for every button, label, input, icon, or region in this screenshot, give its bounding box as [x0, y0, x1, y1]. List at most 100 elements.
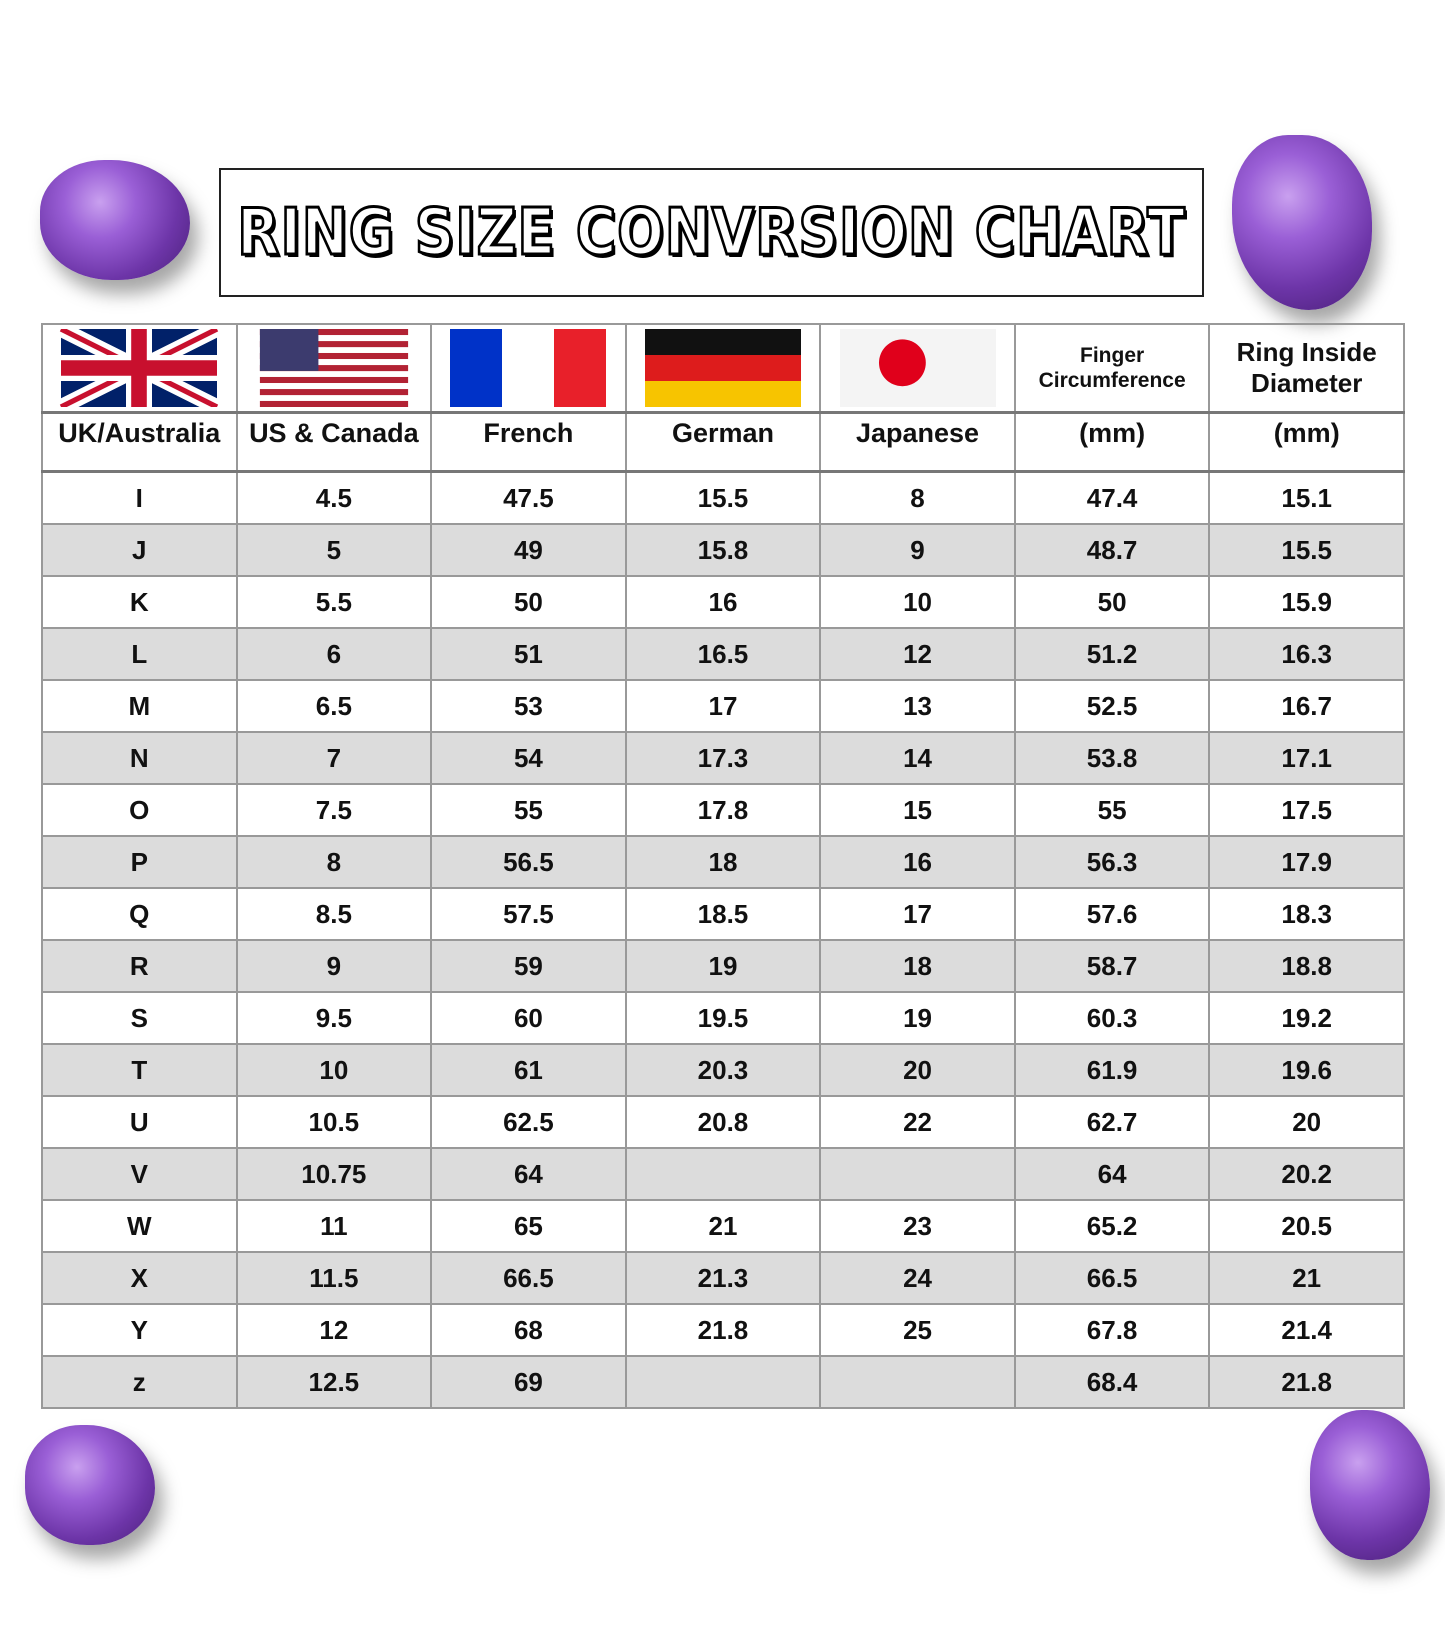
- cell-circumference: 53.8: [1013, 731, 1211, 785]
- col-japanese-label: Japanese: [819, 411, 1016, 473]
- japan-flag-cell: [819, 323, 1016, 414]
- cell-french: 61: [430, 1043, 627, 1097]
- cell-circumference: 67.8: [1013, 1303, 1211, 1357]
- cell-german: 15.5: [624, 470, 822, 525]
- cell-us: 9.5: [235, 991, 433, 1045]
- cell-japanese: 23: [819, 1199, 1016, 1253]
- table-row: z 12.5 69 68.4 21.8: [41, 1355, 1405, 1409]
- table-row: M 6.5 53 17 13 52.5 16.7: [41, 679, 1405, 733]
- cell-us: 10.75: [235, 1147, 433, 1201]
- cell-diameter: 17.5: [1208, 783, 1405, 837]
- cell-us: 12: [235, 1303, 433, 1357]
- cell-french: 50: [430, 575, 627, 629]
- cell-german: 21: [624, 1199, 822, 1253]
- cell-uk: X: [41, 1251, 238, 1305]
- cell-german: [624, 1147, 822, 1201]
- cell-circumference: 57.6: [1013, 887, 1211, 941]
- table-row: Q 8.5 57.5 18.5 17 57.6 18.3: [41, 887, 1405, 941]
- cell-circumference: 61.9: [1013, 1043, 1211, 1097]
- cell-japanese: [819, 1355, 1016, 1409]
- chart-title: RING SIZE CONVRSION CHART: [236, 194, 1186, 271]
- cell-uk: z: [41, 1355, 238, 1409]
- cell-french: 49: [430, 523, 627, 577]
- table-row: N 7 54 17.3 14 53.8 17.1: [41, 731, 1405, 785]
- cell-french: 55: [430, 783, 627, 837]
- uk-flag-cell: [41, 323, 238, 414]
- cell-diameter: 21.8: [1208, 1355, 1405, 1409]
- col-french-label: French: [430, 411, 627, 473]
- ring-diameter-header: Ring Inside Diameter: [1208, 323, 1405, 414]
- col-diameter-unit: (mm): [1208, 411, 1405, 473]
- cell-japanese: 20: [819, 1043, 1016, 1097]
- cell-uk: R: [41, 939, 238, 993]
- cell-german: 21.3: [624, 1251, 822, 1305]
- cell-japanese: 14: [819, 731, 1016, 785]
- cell-diameter: 18.8: [1208, 939, 1405, 993]
- cell-diameter: 15.9: [1208, 575, 1405, 629]
- cell-us: 5.5: [235, 575, 433, 629]
- cell-us: 4.5: [235, 470, 433, 525]
- cell-japanese: [819, 1147, 1016, 1201]
- cell-japanese: 16: [819, 835, 1016, 889]
- cell-french: 57.5: [430, 887, 627, 941]
- cell-uk: V: [41, 1147, 238, 1201]
- finger-circumference-header: Finger Circumference: [1013, 323, 1211, 414]
- ring-size-table: Finger Circumference Ring Inside Diamete…: [41, 323, 1405, 1409]
- cell-us: 8.5: [235, 887, 433, 941]
- table-row: V 10.75 64 64 20.2: [41, 1147, 1405, 1201]
- cell-french: 64: [430, 1147, 627, 1201]
- cell-uk: M: [41, 679, 238, 733]
- cell-french: 65: [430, 1199, 627, 1253]
- cell-us: 7.5: [235, 783, 433, 837]
- table-row: Y 12 68 21.8 25 67.8 21.4: [41, 1303, 1405, 1357]
- cell-french: 60: [430, 991, 627, 1045]
- flag-row: Finger Circumference Ring Inside Diamete…: [41, 323, 1405, 414]
- germany-flag-cell: [624, 323, 822, 414]
- cell-circumference: 56.3: [1013, 835, 1211, 889]
- cell-japanese: 19: [819, 991, 1016, 1045]
- cell-circumference: 64: [1013, 1147, 1211, 1201]
- cell-us: 11: [235, 1199, 433, 1253]
- cell-uk: Y: [41, 1303, 238, 1357]
- table-row: T 10 61 20.3 20 61.9 19.6: [41, 1043, 1405, 1097]
- cell-circumference: 66.5: [1013, 1251, 1211, 1305]
- cell-us: 7: [235, 731, 433, 785]
- table-row: K 5.5 50 16 10 50 15.9: [41, 575, 1405, 629]
- cell-diameter: 20.2: [1208, 1147, 1405, 1201]
- table-row: J 5 49 15.8 9 48.7 15.5: [41, 523, 1405, 577]
- cell-german: 16: [624, 575, 822, 629]
- cell-uk: S: [41, 991, 238, 1045]
- cell-german: 15.8: [624, 523, 822, 577]
- cell-uk: K: [41, 575, 238, 629]
- col-circumference-unit: (mm): [1013, 411, 1211, 473]
- cell-diameter: 16.3: [1208, 627, 1405, 681]
- cell-circumference: 58.7: [1013, 939, 1211, 993]
- cell-japanese: 17: [819, 887, 1016, 941]
- cell-french: 51: [430, 627, 627, 681]
- col-uk-label: UK/Australia: [41, 411, 238, 473]
- cell-german: 17.8: [624, 783, 822, 837]
- cell-diameter: 20.5: [1208, 1199, 1405, 1253]
- amethyst-top-right: [1232, 135, 1372, 310]
- cell-japanese: 25: [819, 1303, 1016, 1357]
- cell-diameter: 19.6: [1208, 1043, 1405, 1097]
- cell-uk: O: [41, 783, 238, 837]
- cell-us: 10.5: [235, 1095, 433, 1149]
- cell-french: 69: [430, 1355, 627, 1409]
- cell-japanese: 8: [819, 470, 1016, 525]
- us-flag-cell: [235, 323, 433, 414]
- cell-japanese: 22: [819, 1095, 1016, 1149]
- cell-japanese: 18: [819, 939, 1016, 993]
- cell-uk: N: [41, 731, 238, 785]
- cell-japanese: 24: [819, 1251, 1016, 1305]
- cell-circumference: 48.7: [1013, 523, 1211, 577]
- cell-diameter: 20: [1208, 1095, 1405, 1149]
- cell-diameter: 21: [1208, 1251, 1405, 1305]
- cell-us: 6.5: [235, 679, 433, 733]
- table-row: U 10.5 62.5 20.8 22 62.7 20: [41, 1095, 1405, 1149]
- table-row: X 11.5 66.5 21.3 24 66.5 21: [41, 1251, 1405, 1305]
- cell-japanese: 15: [819, 783, 1016, 837]
- label-row: UK/Australia US & Canada French German J…: [41, 411, 1405, 473]
- cell-circumference: 65.2: [1013, 1199, 1211, 1253]
- cell-diameter: 17.1: [1208, 731, 1405, 785]
